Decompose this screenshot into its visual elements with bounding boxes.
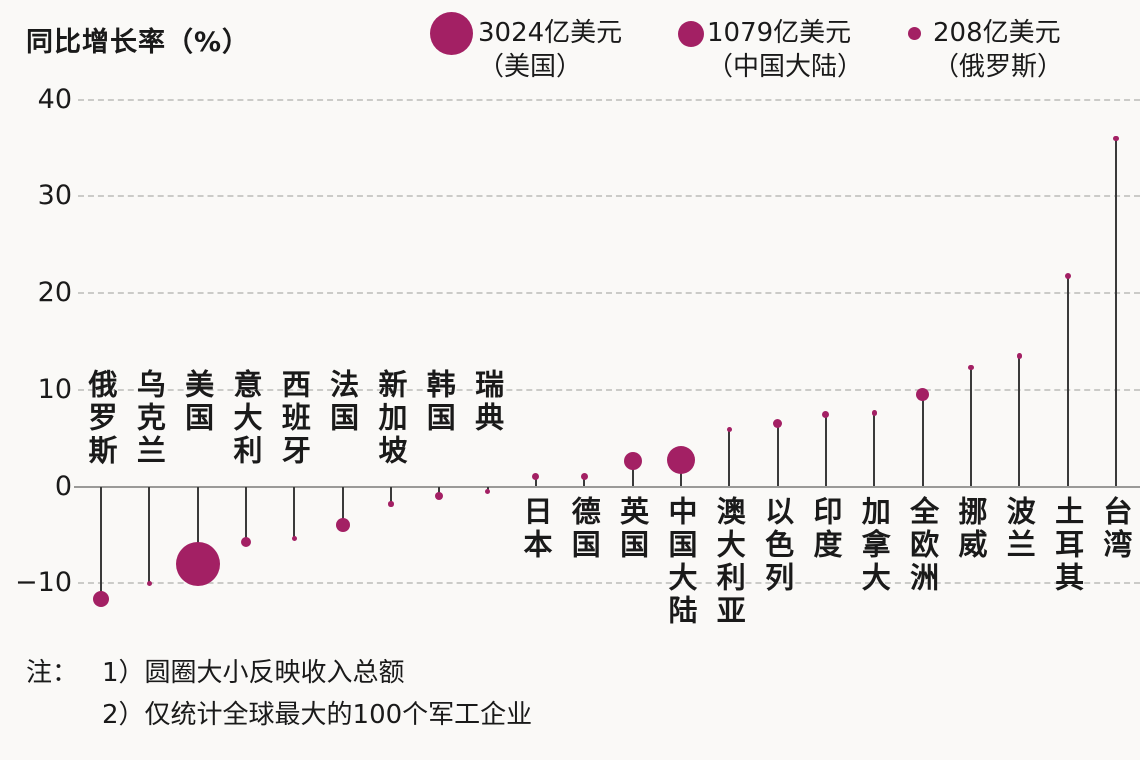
gridline--10 (78, 582, 1140, 585)
legend-region-russia: （俄罗斯） (933, 52, 1064, 82)
country-label-意大利: 意大利 (228, 369, 263, 468)
stem-新加坡 (389, 486, 392, 504)
stem-澳大利亚 (728, 429, 731, 487)
legend-item-russia: 208亿美元 （俄罗斯） (933, 16, 1063, 84)
dot-新加坡 (388, 501, 394, 507)
note-line-1: 1）圆圈大小反映收入总额 (102, 658, 405, 688)
dot-澳大利亚 (726, 426, 732, 433)
stem-西班牙 (293, 486, 296, 539)
stem-以色列 (776, 423, 779, 487)
chart-title: 同比增长率（%） (26, 27, 251, 58)
dot-挪威 (968, 364, 974, 371)
stem-波兰 (1018, 355, 1021, 487)
stem-全欧洲 (921, 394, 924, 487)
stem-挪威 (969, 367, 972, 487)
y-tick-label-0: 0 (54, 470, 72, 502)
dot-乌克兰 (146, 580, 153, 586)
stem-乌克兰 (148, 486, 151, 584)
stem-美国 (196, 486, 199, 564)
stem-土耳其 (1066, 275, 1069, 487)
stem-英国 (631, 461, 634, 487)
dot-德国 (580, 473, 588, 481)
legend-region-us: （美国） (478, 52, 583, 82)
legend-value-russia: 208亿美元 (933, 18, 1061, 48)
notes: 注： 1）圆圈大小反映收入总额 2）仅统计全球最大的100个军工企业 (26, 652, 532, 736)
stem-意大利 (244, 486, 247, 542)
gridline-20 (78, 292, 1140, 294)
country-label-西班牙: 西班牙 (277, 369, 312, 468)
stem-德国 (583, 476, 586, 487)
dot-瑞典 (484, 488, 491, 495)
gridline-10 (78, 388, 1140, 391)
stem-加拿大 (873, 412, 876, 487)
country-label-法国: 法国 (325, 369, 360, 435)
note-line-2: 2）仅统计全球最大的100个军工企业 (102, 700, 533, 730)
country-label-德国: 德国 (567, 496, 602, 562)
dot-全欧洲 (916, 388, 930, 402)
dot-印度 (822, 411, 830, 419)
stem-日本 (534, 476, 537, 487)
legend-value-us: 3024亿美元 (478, 18, 623, 48)
dot-中国大陆 (666, 446, 695, 475)
dot-加拿大 (871, 410, 877, 416)
country-label-新加坡: 新加坡 (373, 369, 408, 468)
legend-circle-small (908, 27, 921, 40)
gridline-40 (78, 98, 1140, 101)
dot-西班牙 (291, 536, 297, 542)
country-label-澳大利亚: 澳大利亚 (712, 496, 747, 628)
country-label-土耳其: 土耳其 (1050, 496, 1085, 595)
dot-意大利 (240, 536, 251, 547)
country-label-英国: 英国 (615, 496, 650, 562)
dot-法国 (335, 518, 350, 533)
dot-俄罗斯 (93, 590, 109, 607)
country-label-瑞典: 瑞典 (470, 369, 505, 435)
country-label-以色列: 以色列 (760, 496, 795, 595)
y-tick-label-40: 40 (37, 83, 72, 115)
y-tick-label-10: 10 (37, 373, 72, 405)
country-label-加拿大: 加拿大 (857, 496, 892, 595)
dot-韩国 (435, 492, 444, 501)
country-label-俄罗斯: 俄罗斯 (84, 369, 118, 468)
legend-region-china: （中国大陆） (707, 52, 864, 82)
legend-value-china: 1079亿美元 (707, 18, 852, 48)
country-label-波兰: 波兰 (1002, 496, 1037, 562)
dot-土耳其 (1064, 272, 1071, 279)
gridline-30 (78, 195, 1140, 198)
stem-韩国 (438, 486, 441, 497)
country-label-韩国: 韩国 (422, 369, 457, 435)
legend-item-us: 3024亿美元 （美国） (478, 16, 622, 84)
dot-美国 (175, 541, 220, 586)
country-label-日本: 日本 (518, 496, 553, 562)
stem-台湾 (1114, 138, 1117, 487)
country-label-中国大陆: 中国大陆 (663, 496, 698, 628)
dot-波兰 (1016, 353, 1022, 359)
legend-item-china: 1079亿美元 （中国大陆） (707, 16, 863, 84)
country-label-全欧洲: 全欧洲 (905, 496, 940, 595)
y-tick-label--10: −10 (15, 567, 72, 599)
dot-台湾 (1113, 135, 1119, 141)
legend-circle-large (430, 12, 473, 55)
stem-法国 (341, 486, 344, 526)
legend-circle-medium (678, 21, 704, 47)
dot-英国 (623, 452, 642, 471)
y-tick-label-30: 30 (37, 180, 72, 212)
dot-以色列 (773, 419, 783, 429)
country-label-挪威: 挪威 (953, 496, 988, 562)
country-label-乌克兰: 乌克兰 (132, 369, 167, 468)
stem-俄罗斯 (100, 486, 102, 599)
notes-prefix: 注： (26, 658, 79, 688)
country-label-美国: 美国 (180, 369, 215, 435)
country-label-台湾: 台湾 (1098, 496, 1133, 562)
y-tick-label-20: 20 (37, 277, 72, 308)
country-label-印度: 印度 (808, 496, 843, 562)
stem-印度 (824, 414, 827, 487)
dot-日本 (532, 473, 540, 481)
x-axis-line (74, 485, 1140, 488)
